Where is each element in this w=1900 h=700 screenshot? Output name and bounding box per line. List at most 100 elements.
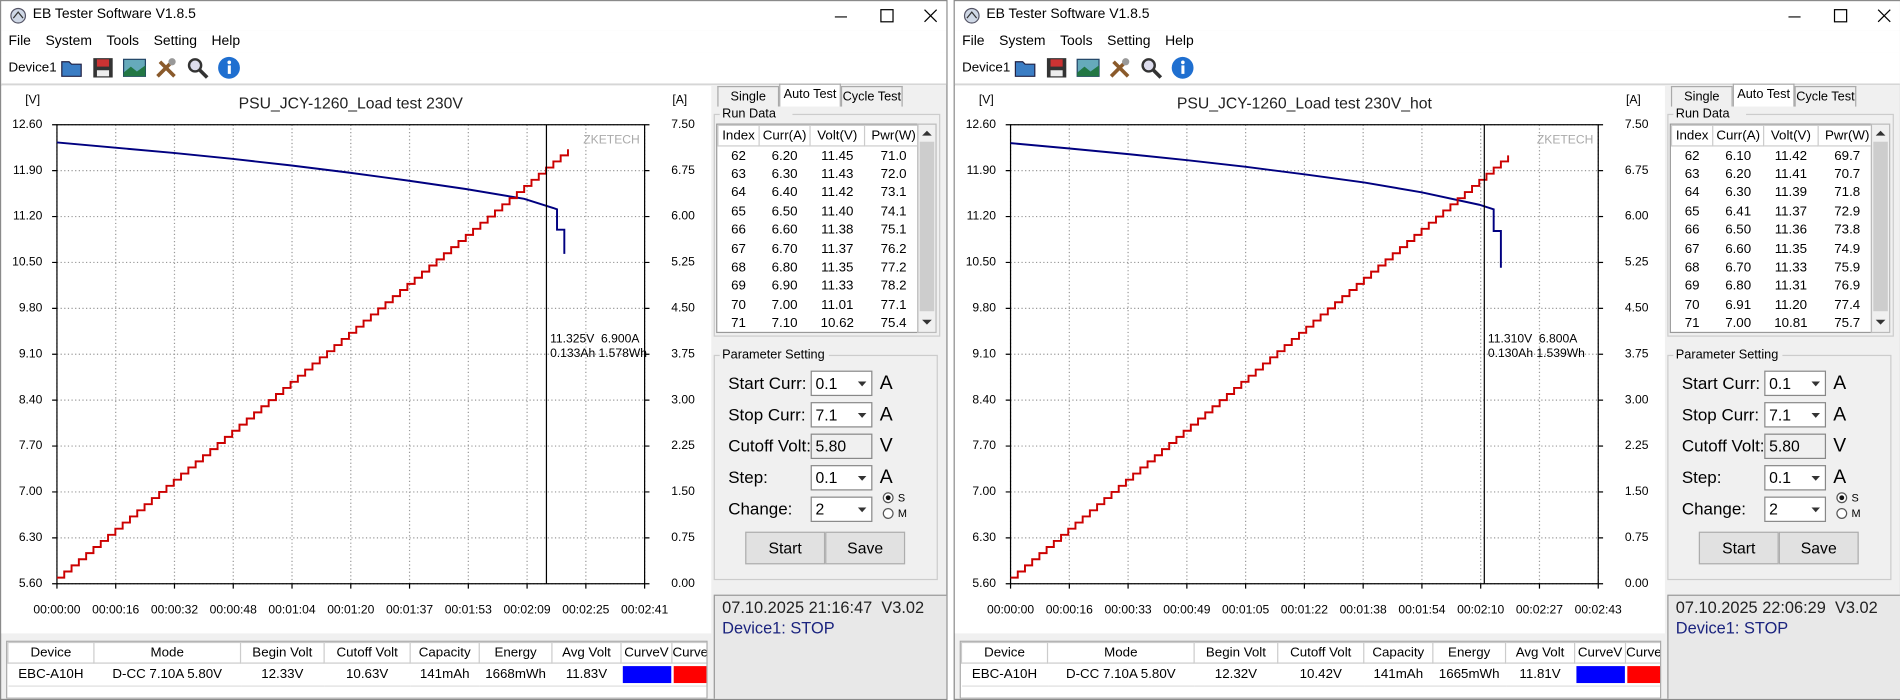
radio-button[interactable] [882,507,894,519]
search-icon[interactable] [185,56,209,80]
cursor-label: 0.133Ah 1.578Wh [550,346,647,360]
button[interactable]: Save [1778,531,1859,565]
tab[interactable]: Cycle Test [840,85,903,107]
field-label: Start Curr: [728,373,807,393]
y-tick-label: 6.30 [972,530,996,544]
close-button-part [924,9,938,23]
save-icon-part [1050,59,1063,67]
scroll-up[interactable] [920,126,935,141]
menu-item[interactable]: Help [1165,33,1194,49]
scroll-down[interactable] [920,315,935,330]
close-button[interactable] [1868,4,1900,28]
curve-swatch[interactable] [1575,666,1625,684]
close-button[interactable] [915,4,947,28]
tab[interactable]: Single Test [1670,85,1733,124]
table-cell: 11.35 [821,260,854,275]
tools-icon[interactable] [154,56,178,80]
scroll-up[interactable] [1873,126,1888,141]
radio-button-part [1836,508,1848,519]
radio-button[interactable] [1836,492,1848,504]
dropdown-arrow [1811,381,1820,387]
dropdown[interactable]: 0.1 [810,465,873,491]
open-icon[interactable] [1013,56,1037,80]
table-cell: 6.80 [1725,279,1752,294]
dropdown[interactable]: 2 [810,496,873,522]
column-header: Device [7,641,95,664]
image-icon[interactable] [122,56,147,80]
search-icon-part [198,68,209,79]
status-time: 07.10.2025 21:16:47 V3.02 [722,598,925,617]
text-input[interactable]: 5.80 [1764,433,1827,460]
maximize-button[interactable] [869,4,905,28]
maximize-button[interactable] [1822,4,1858,28]
y-tick-label: 12.60 [966,117,997,131]
table-cell: 6.60 [1725,241,1752,257]
menu-item[interactable]: Tools [1060,33,1093,49]
column-header: Curr(A) [1712,124,1765,147]
table-cell: 10.42V [1299,667,1342,682]
chart: PSU_JCY-1260_Load test 230V [V] [A] 5.60 6.3… [1,85,712,634]
minimize-button[interactable] [1776,4,1812,28]
tab[interactable]: Cycle Test [1794,85,1857,107]
search-icon[interactable] [1139,56,1163,80]
dropdown[interactable]: 0.1 [810,370,873,397]
menu-item[interactable]: System [999,33,1046,49]
button[interactable]: Start [745,531,826,565]
table-cell: 65 [1684,204,1700,220]
y2-axis-label: [A] [672,93,687,107]
menu-item[interactable]: File [962,33,985,49]
menu-item[interactable]: System [45,33,92,49]
dropdown[interactable]: 7.1 [1764,402,1827,428]
table-row: 62 6.10 11.42 69.7 [1672,146,1871,165]
open-icon[interactable] [59,56,83,80]
save-icon[interactable] [1044,56,1068,80]
dropdown[interactable]: 0.1 [1764,465,1827,491]
menu-item[interactable]: Setting [1107,33,1151,49]
menu-item[interactable]: Help [211,33,241,49]
dropdown[interactable]: 0.1 [1764,370,1827,397]
text-input[interactable]: 5.80 [810,433,873,460]
column-header: Mode [93,641,242,664]
radio-button[interactable] [1836,507,1848,519]
button[interactable]: Save [825,531,906,565]
field-value: 0.1 [1769,468,1791,487]
x-tick-label: 00:02:10 [1457,603,1504,617]
menu-item[interactable]: File [8,33,31,49]
table-cell: 66 [731,223,746,238]
scroll-down[interactable] [1873,315,1888,330]
table-cell: 1668mWh [485,667,546,682]
save-icon[interactable] [91,56,115,80]
run-data-table: Index Curr(A) Volt(V) Pwr(W) 62 6.10 11.42 69.7… [1669,123,1873,334]
dropdown[interactable]: 2 [1764,496,1827,522]
y-tick-label: 7.70 [972,438,996,452]
minimize-button[interactable] [823,4,859,28]
y-tick-label: 11.90 [967,163,997,177]
button[interactable]: Start [1698,531,1779,565]
table-cell: 11.20 [1774,297,1808,313]
table-cell: 74.1 [880,204,907,220]
menu-item[interactable]: Setting [153,33,197,49]
dropdown[interactable]: 7.1 [810,402,873,428]
table-row: 71 7.10 10.62 75.4 [718,314,917,332]
table-cell: 11.43 [821,167,854,182]
curve-swatch[interactable] [673,666,707,684]
table-cell: 6.30 [1725,185,1752,201]
tab[interactable]: Auto Test [1732,83,1795,107]
tab[interactable]: Single Test [717,85,780,124]
curve-swatch[interactable] [1626,666,1661,684]
dropdown-arrow [1811,412,1820,418]
info-icon[interactable] [1171,56,1195,80]
info-icon[interactable] [217,56,241,80]
y2-tick-label: 2.25 [671,438,695,452]
menu-item[interactable]: Tools [106,33,140,49]
radio-button[interactable] [882,492,894,504]
image-icon[interactable] [1076,56,1100,80]
tab[interactable]: Auto Test [779,83,841,107]
table-cell: 71 [731,316,746,331]
curve-swatch[interactable] [622,666,671,684]
radio-label: S [897,491,906,504]
tools-icon[interactable] [1107,56,1131,80]
y2-tick-label: 3.75 [1625,346,1649,360]
field-value: 2 [815,500,825,519]
y2-tick-label: 0.00 [671,576,695,590]
